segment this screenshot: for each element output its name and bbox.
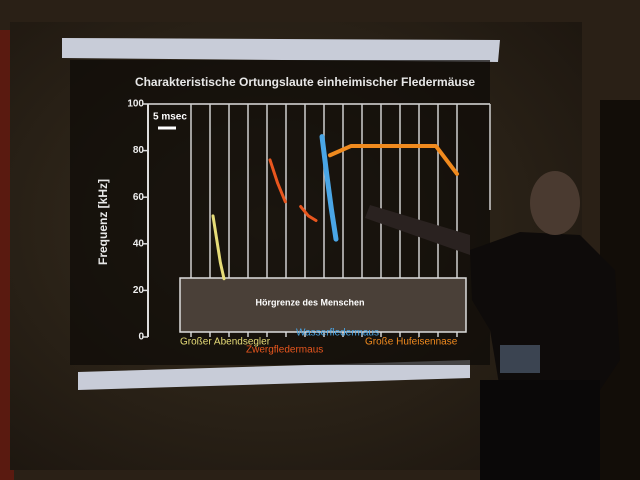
legend-label: Großer Abendsegler [180,337,271,348]
hearing-limit-label: Hörgrenze des Menschen [255,297,364,307]
y-tick-label: 100 [127,99,144,110]
y-tick-label: 80 [133,145,145,156]
person [365,171,620,480]
chart-title: Charakteristische Ortungslaute einheimis… [135,75,475,89]
call-curve [268,158,318,222]
hearing-limit-box [179,277,467,333]
legend-label: Zwergfledermaus [246,345,323,356]
call-curve [211,214,226,281]
y-tick-label: 20 [133,285,145,296]
slide-top-bar [62,38,500,62]
legend-label: Große Hufeisennase [365,337,458,348]
scale-label: 5 msec [153,112,187,123]
legend-label: Wasserfledermaus [296,328,379,339]
call-curve [319,134,339,242]
y-tick-label: 0 [138,332,144,343]
y-tick-label: 60 [133,192,145,203]
call-curve [328,143,459,176]
slide-bottom-bar [78,360,470,390]
y-axis-label: Frequenz [kHz] [96,179,110,265]
y-tick-label: 40 [133,238,145,249]
